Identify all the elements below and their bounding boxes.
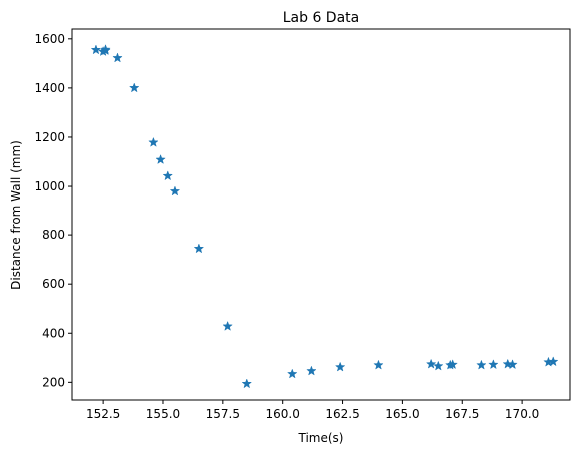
y-tick-label: 1600 bbox=[34, 32, 65, 46]
data-point bbox=[373, 359, 384, 370]
x-tick-label: 162.5 bbox=[325, 407, 359, 421]
x-tick-label: 157.5 bbox=[206, 407, 240, 421]
data-point bbox=[222, 320, 233, 331]
data-point bbox=[241, 378, 253, 389]
x-tick-label: 152.5 bbox=[86, 407, 120, 421]
x-tick-label: 165.0 bbox=[385, 407, 419, 421]
data-point bbox=[112, 52, 123, 63]
data-point bbox=[155, 154, 166, 165]
data-point bbox=[447, 359, 458, 370]
data-point bbox=[306, 365, 317, 376]
y-tick-label: 200 bbox=[42, 375, 65, 389]
plot-area-frame bbox=[71, 28, 571, 401]
data-point bbox=[287, 368, 298, 379]
data-point bbox=[488, 359, 499, 370]
tick-layer: 152.5 155.0 157.5 160.0 162.5 165.0 167.5 170.0… bbox=[34, 32, 539, 421]
x-axis-label: Time(s) bbox=[298, 431, 344, 445]
data-point bbox=[502, 358, 514, 369]
y-tick-label: 1400 bbox=[34, 81, 65, 95]
data-point bbox=[148, 136, 159, 147]
data-point bbox=[476, 359, 487, 370]
data-point bbox=[425, 358, 437, 369]
data-point bbox=[507, 359, 518, 370]
data-point bbox=[100, 44, 111, 55]
x-tick-label: 170.0 bbox=[505, 407, 539, 421]
y-axis-label: Distance from Wall (mm) bbox=[9, 140, 23, 290]
data-point bbox=[90, 44, 102, 55]
data-point bbox=[169, 185, 181, 196]
data-points bbox=[90, 44, 559, 389]
data-point bbox=[547, 356, 559, 367]
y-tick-label: 1000 bbox=[34, 179, 65, 193]
data-point bbox=[334, 361, 346, 372]
y-tick-label: 600 bbox=[42, 277, 65, 291]
x-tick-label: 160.0 bbox=[266, 407, 300, 421]
y-tick-label: 1200 bbox=[34, 130, 65, 144]
data-point bbox=[433, 360, 444, 371]
data-point bbox=[128, 82, 140, 93]
y-tick-label: 800 bbox=[42, 228, 65, 242]
data-point bbox=[162, 170, 174, 181]
x-tick-label: 167.5 bbox=[445, 407, 479, 421]
y-tick-label: 400 bbox=[42, 326, 65, 340]
chart-title: Lab 6 Data bbox=[283, 10, 360, 26]
data-point bbox=[193, 243, 205, 254]
x-tick-label: 155.0 bbox=[146, 407, 180, 421]
